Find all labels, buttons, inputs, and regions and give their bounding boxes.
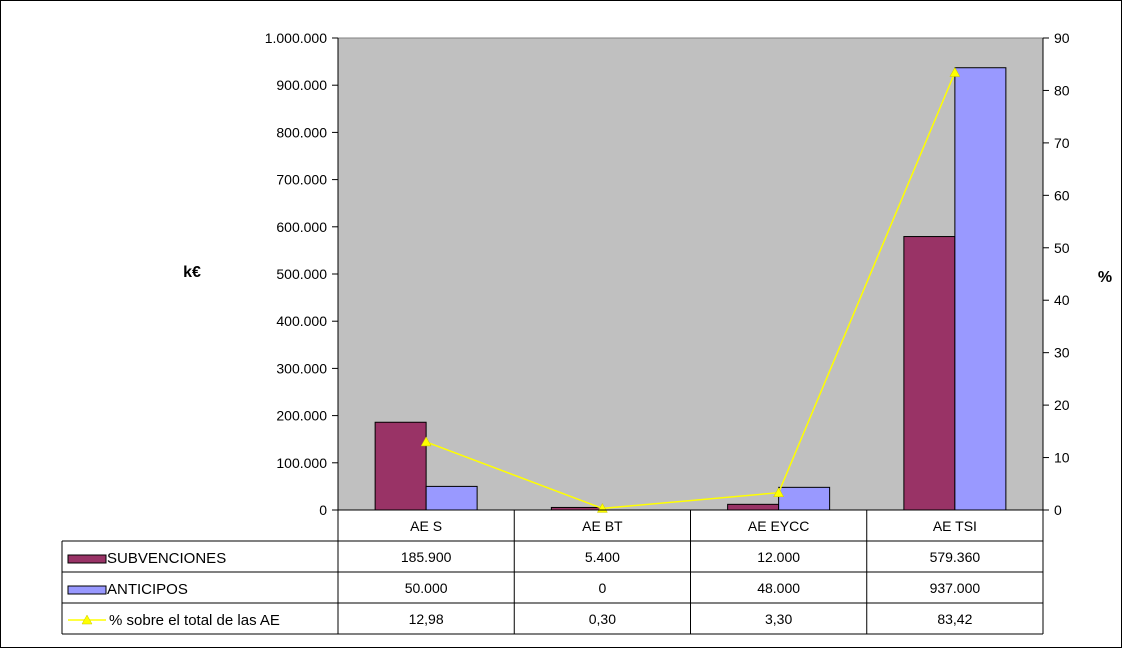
y2-tick-label: 80 [1054, 82, 1070, 98]
table-cell-value: 83,42 [937, 611, 972, 627]
y2-tick-label: 50 [1054, 240, 1070, 256]
y2-tick-label: 40 [1054, 292, 1070, 308]
y2-axis-title: % [1098, 269, 1112, 286]
y-tick-label: 800.000 [276, 124, 327, 140]
category-label: AE EYCC [748, 518, 809, 534]
table-cell-value: 579.360 [930, 549, 981, 565]
bar-anticipos [778, 486, 831, 511]
percent-line [425, 72, 956, 510]
table-cell-value: 0,30 [589, 611, 616, 627]
bar-subvenciones [727, 503, 780, 511]
legend-label: ANTICIPOS [107, 581, 188, 598]
y-tick-label: 100.000 [276, 455, 327, 471]
table-cell-value: 937.000 [930, 580, 981, 596]
y2-tick-label: 10 [1054, 450, 1070, 466]
percent-marker [420, 436, 432, 447]
y-tick-label: 0 [319, 502, 327, 518]
legend-key-anticipos [67, 585, 107, 595]
y-tick-label: 1.000.000 [265, 30, 327, 46]
percent-marker [773, 487, 785, 497]
y-tick-label: 500.000 [276, 266, 327, 282]
category-label: AE BT [582, 518, 623, 534]
table-cell-value: 185.900 [401, 549, 452, 565]
y2-tick-label: 60 [1054, 187, 1070, 203]
y-tick-label: 200.000 [276, 408, 327, 424]
table-cell-value: 5.400 [585, 549, 620, 565]
table-cell-value: 50.000 [405, 580, 448, 596]
y2-tick-label: 70 [1054, 135, 1070, 151]
y2-tick-label: 90 [1054, 30, 1070, 46]
y2-tick-label: 20 [1054, 397, 1070, 413]
table-cell-value: 12,98 [409, 611, 444, 627]
y-tick-label: 600.000 [276, 219, 327, 235]
bar-anticipos [954, 67, 1007, 511]
y2-tick-label: 0 [1054, 502, 1062, 518]
y-axis-title: k€ [183, 264, 201, 281]
category-label: AE TSI [933, 518, 977, 534]
bar-subvenciones [903, 236, 956, 511]
bar-subvenciones [374, 421, 427, 511]
table-cell-value: 3,30 [765, 611, 792, 627]
percent-marker [949, 66, 961, 77]
y-tick-label: 300.000 [276, 360, 327, 376]
legend-key-subvenciones [67, 554, 107, 564]
y-tick-label: 400.000 [276, 313, 327, 329]
legend-key-percent-marker [81, 614, 93, 625]
y-tick-label: 700.000 [276, 172, 327, 188]
table-cell-value: 0 [598, 580, 606, 596]
category-label: AE S [410, 518, 442, 534]
legend-label: % sobre el total de las AE [109, 612, 280, 629]
bar-anticipos [425, 485, 478, 511]
y2-tick-label: 30 [1054, 345, 1070, 361]
table-cell-value: 48.000 [757, 580, 800, 596]
table-cell-value: 12.000 [757, 549, 800, 565]
y-tick-label: 900.000 [276, 77, 327, 93]
legend-label: SUBVENCIONES [107, 550, 226, 567]
